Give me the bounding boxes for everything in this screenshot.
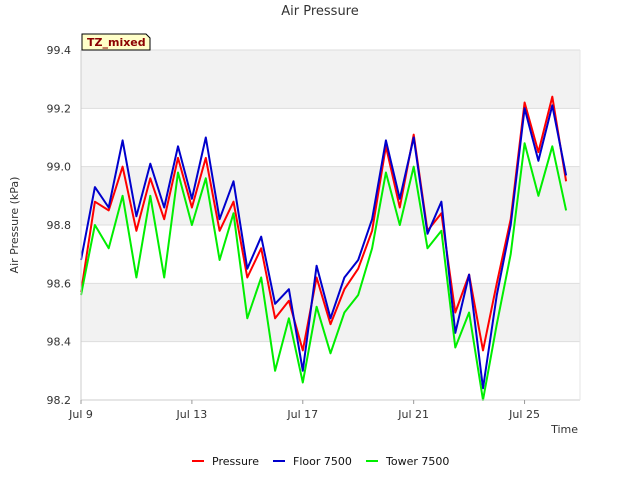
legend-label: Floor 7500 <box>293 455 352 468</box>
y-tick-label: 98.6 <box>47 277 72 290</box>
x-tick-label: Jul 9 <box>68 408 93 421</box>
tz-badge-label: TZ_mixed <box>87 36 146 49</box>
chart-title: Air Pressure <box>281 4 359 19</box>
series-layer <box>80 95 568 401</box>
tz-badge: TZ_mixed <box>81 33 151 51</box>
y-tick-label: 99.4 <box>47 44 72 57</box>
x-tick-label: Jul 17 <box>286 408 318 421</box>
axes <box>80 50 581 401</box>
x-tick-label: Jul 13 <box>176 408 208 421</box>
y-tick-label: 98.2 <box>47 394 72 407</box>
series-line-pressure <box>80 95 568 352</box>
grid-band <box>81 283 580 342</box>
legend-label: Tower 7500 <box>385 455 449 468</box>
legend: Pressure Floor 7500 Tower 7500 <box>192 455 449 468</box>
series-line-tower-7500 <box>80 142 568 401</box>
series-line-floor-7500 <box>80 104 568 390</box>
legend-label: Pressure <box>212 455 259 468</box>
x-tick-label: Jul 21 <box>397 408 429 421</box>
x-axis-title: Time <box>550 423 578 436</box>
y-tick-label: 99.2 <box>47 102 72 115</box>
tz-badge-box <box>81 33 151 51</box>
grid-band <box>81 50 580 109</box>
y-tick-labels: 98.2 98.4 98.6 98.8 99.0 99.2 99.4 <box>47 44 72 407</box>
y-axis-title: Air Pressure (kPa) <box>8 177 21 274</box>
y-tick-label: 99.0 <box>47 161 72 174</box>
y-tick-label: 98.4 <box>47 336 72 349</box>
x-tick-label: Jul 25 <box>508 408 540 421</box>
x-tick-labels: Jul 9 Jul 13 Jul 17 Jul 21 Jul 25 <box>68 400 540 421</box>
y-tick-label: 98.8 <box>47 219 72 232</box>
